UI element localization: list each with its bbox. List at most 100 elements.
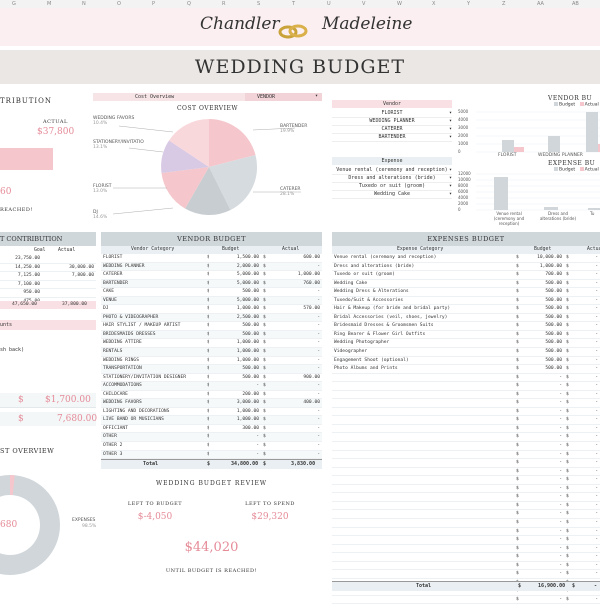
actual-cell[interactable]: -	[570, 475, 600, 485]
currency-cell[interactable]: $	[514, 527, 520, 537]
currency-cell[interactable]: $	[205, 347, 209, 357]
budget-cell[interactable]: 500.00	[520, 364, 564, 374]
vendor-select-item[interactable]: FLORIST ▾	[332, 109, 452, 118]
actual-cell[interactable]: 900.00	[267, 373, 322, 383]
column-letter[interactable]: P	[152, 1, 156, 7]
currency-cell[interactable]: $	[514, 450, 520, 460]
actual-cell[interactable]: -	[570, 398, 600, 408]
budget-cell[interactable]: 500.00	[209, 321, 261, 331]
budget-cell[interactable]: -	[209, 381, 261, 391]
budget-cell[interactable]: 500.00	[520, 347, 564, 357]
actual-cell[interactable]: -	[570, 569, 600, 579]
currency-cell[interactable]: $	[564, 330, 570, 340]
currency-cell[interactable]: $	[261, 415, 267, 425]
expense-category-cell[interactable]	[332, 518, 514, 528]
column-letter[interactable]: Z	[502, 1, 506, 7]
currency-cell[interactable]: $	[564, 347, 570, 357]
budget-cell[interactable]: 500.00	[209, 373, 261, 383]
currency-cell[interactable]: $	[564, 484, 570, 494]
column-letter[interactable]: N	[82, 1, 86, 7]
actual-cell[interactable]: 600.00	[267, 254, 322, 263]
currency-cell[interactable]: $	[564, 509, 570, 519]
expense-category-cell[interactable]	[332, 475, 514, 485]
currency-cell[interactable]: $	[564, 552, 570, 562]
currency-cell[interactable]: $	[205, 450, 209, 460]
budget-cell[interactable]: 1,000.00	[209, 338, 261, 348]
vendor-category-cell[interactable]: OFFICIANT	[101, 424, 205, 434]
actual-cell[interactable]: -	[570, 432, 600, 443]
currency-cell[interactable]: $	[514, 390, 520, 400]
actual-cell[interactable]: -	[570, 270, 600, 280]
budget-cell[interactable]: 500.00	[520, 338, 564, 348]
expense-category-cell[interactable]	[332, 432, 514, 443]
currency-cell[interactable]: $	[261, 313, 267, 323]
actual-cell[interactable]: -	[267, 330, 322, 340]
currency-cell[interactable]: $	[261, 270, 267, 280]
vendor-select-item[interactable]: WEDDING PLANNER ▾	[332, 117, 452, 126]
budget-cell[interactable]: -	[520, 381, 564, 391]
currency-cell[interactable]: $	[514, 441, 520, 451]
actual-cell[interactable]: -	[570, 492, 600, 502]
actual-cell[interactable]: -	[267, 338, 322, 348]
currency-cell[interactable]: $	[564, 262, 570, 272]
currency-cell[interactable]: $	[514, 561, 520, 571]
expense-select-item[interactable]: Tuxedo or suit (groom) ▾	[332, 182, 452, 191]
actual-cell[interactable]: -	[570, 381, 600, 391]
currency-cell[interactable]: $	[564, 287, 570, 297]
currency-cell[interactable]: $	[514, 535, 520, 545]
currency-cell[interactable]: $	[564, 475, 570, 485]
expense-category-cell[interactable]	[332, 501, 514, 511]
actual-cell[interactable]: -	[570, 338, 600, 348]
vendor-category-cell[interactable]: PHOTO & VIDEOGRAPHER	[101, 313, 205, 323]
actual-cell[interactable]: -	[570, 347, 600, 357]
currency-cell[interactable]: $	[205, 279, 209, 289]
actual-cell[interactable]: -	[267, 415, 322, 425]
currency-cell[interactable]: $	[205, 313, 209, 323]
currency-cell[interactable]: $	[205, 356, 209, 366]
currency-cell[interactable]: $	[564, 338, 570, 348]
actual-cell[interactable]: -	[570, 313, 600, 323]
column-letter[interactable]: AB	[572, 1, 579, 7]
budget-cell[interactable]: -	[520, 552, 564, 562]
expense-category-cell[interactable]	[332, 484, 514, 494]
actual-cell[interactable]: -	[267, 407, 322, 417]
actual-cell[interactable]: -	[570, 458, 600, 468]
currency-cell[interactable]: $	[564, 441, 570, 451]
expense-category-cell[interactable]: Hair & Makeup (for bride and bridal part…	[332, 304, 514, 314]
vendor-category-cell[interactable]: WEDDING FAVORS	[101, 398, 205, 408]
currency-cell[interactable]: $	[564, 415, 570, 425]
currency-cell[interactable]: $	[514, 458, 520, 468]
currency-cell[interactable]: $	[205, 441, 209, 451]
expense-category-cell[interactable]: Engagement Shoot (optional)	[332, 356, 514, 366]
currency-cell[interactable]: $	[514, 304, 520, 314]
budget-cell[interactable]: 500.00	[520, 304, 564, 314]
expense-category-cell[interactable]	[332, 441, 514, 451]
currency-cell[interactable]: $	[514, 270, 520, 280]
currency-cell[interactable]: $	[564, 544, 570, 554]
currency-cell[interactable]: $	[261, 287, 267, 297]
currency-cell[interactable]: $	[564, 373, 570, 383]
currency-cell[interactable]: $	[205, 304, 209, 314]
actual-cell[interactable]: -	[267, 287, 322, 297]
currency-cell[interactable]: $	[205, 296, 209, 306]
actual-cell[interactable]: -	[267, 347, 322, 357]
currency-cell[interactable]: $	[261, 364, 267, 374]
budget-cell[interactable]: 1,000.00	[209, 415, 261, 425]
actual-cell[interactable]: -	[570, 364, 600, 374]
currency-cell[interactable]: $	[564, 458, 570, 468]
actual-cell[interactable]: -	[570, 407, 600, 417]
actual-cell[interactable]: -	[570, 390, 600, 400]
goal-cell[interactable]: 14,250.00	[0, 263, 42, 273]
currency-cell[interactable]: $	[205, 321, 209, 331]
expense-category-cell[interactable]	[332, 407, 514, 417]
expense-category-cell[interactable]: Venue rental (ceremony and reception)	[332, 254, 514, 263]
actual-cell[interactable]	[42, 288, 96, 298]
actual-cell[interactable]: 7,800.00	[42, 271, 96, 281]
currency-cell[interactable]: $	[261, 304, 267, 314]
currency-cell[interactable]: $	[205, 262, 209, 272]
column-letter[interactable]: S	[257, 1, 261, 7]
budget-cell[interactable]: 3,000.00	[209, 398, 261, 408]
vendor-category-cell[interactable]: WEDDING RINGS	[101, 356, 205, 366]
currency-cell[interactable]: $	[564, 254, 570, 263]
currency-cell[interactable]: $	[205, 424, 209, 434]
